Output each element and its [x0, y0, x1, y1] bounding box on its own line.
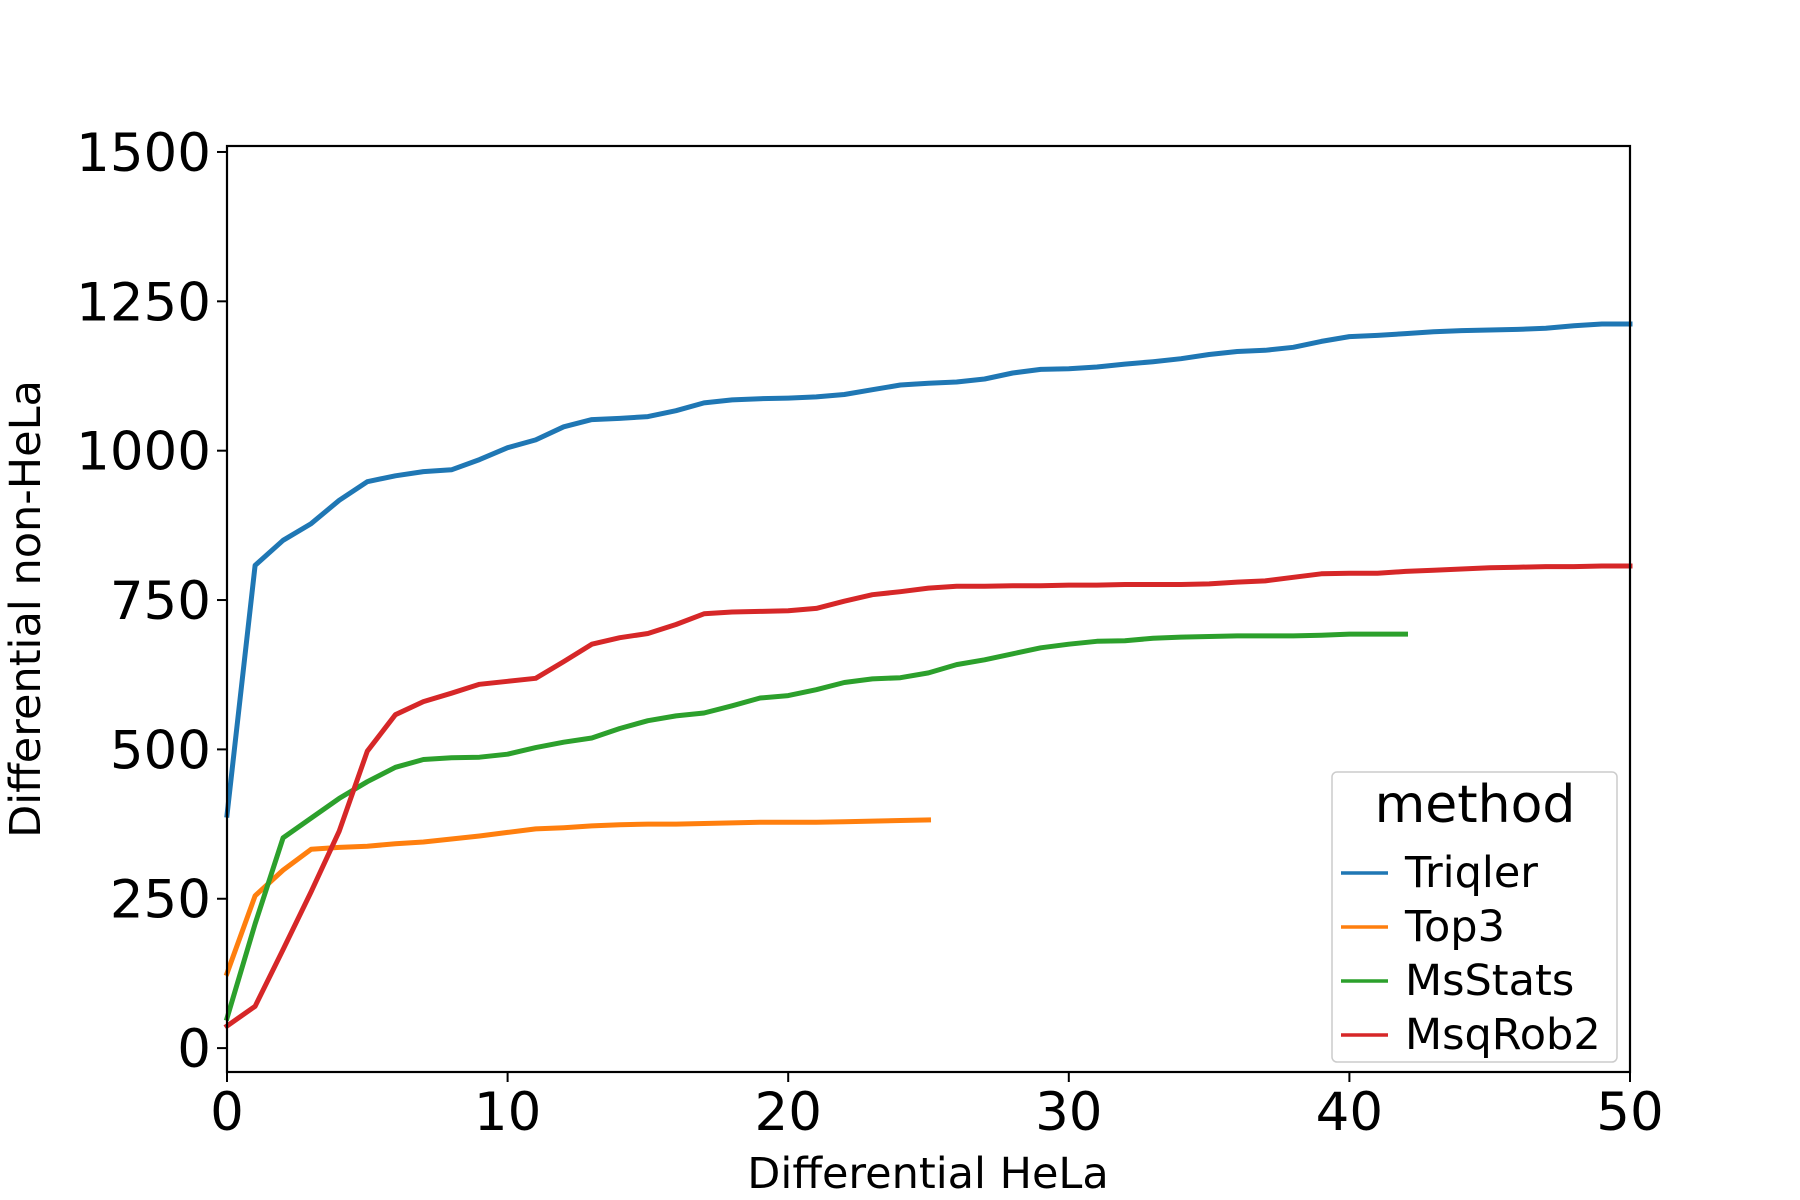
- plot-frame: [225, 144, 1632, 1074]
- x-tick-label: 20: [754, 1082, 821, 1143]
- legend-label-triqler: Triqler: [1404, 848, 1538, 898]
- y-tick-label: 750: [110, 571, 211, 632]
- series-line-msqrob2: [223, 563, 1633, 1030]
- plot-lines: [223, 321, 1633, 1030]
- legend-label-msstats: MsStats: [1405, 956, 1574, 1006]
- y-tick-label: 0: [177, 1019, 211, 1080]
- y-axis-label: Differential non-HeLa: [1, 380, 51, 838]
- legend-label-top3: Top3: [1404, 902, 1505, 952]
- series-line-triqler: [224, 321, 1633, 818]
- x-tick-label: 10: [474, 1082, 541, 1143]
- y-axis-ticks: 0 250 500 750 1000 1250 1500: [76, 123, 227, 1080]
- y-tick-label: 1500: [76, 123, 211, 184]
- x-tick-label: 30: [1035, 1082, 1102, 1143]
- y-tick-label: 500: [110, 720, 211, 781]
- x-tick-label: 50: [1596, 1082, 1663, 1143]
- y-tick-label: 1250: [76, 272, 211, 333]
- y-tick-label: 250: [110, 870, 211, 931]
- legend-label-msqrob2: MsqRob2: [1405, 1010, 1601, 1060]
- x-tick-label: 0: [210, 1082, 244, 1143]
- x-axis-ticks: 0 10 20 30 40 50: [210, 1072, 1664, 1143]
- legend-box: [1331, 771, 1618, 1063]
- x-tick-label: 40: [1316, 1082, 1383, 1143]
- series-line-msstats: [223, 631, 1408, 1022]
- x-axis-label: Differential HeLa: [747, 1149, 1108, 1199]
- y-tick-label: 1000: [76, 422, 211, 483]
- series-line-top3: [223, 817, 932, 977]
- legend-title: method: [1375, 775, 1576, 835]
